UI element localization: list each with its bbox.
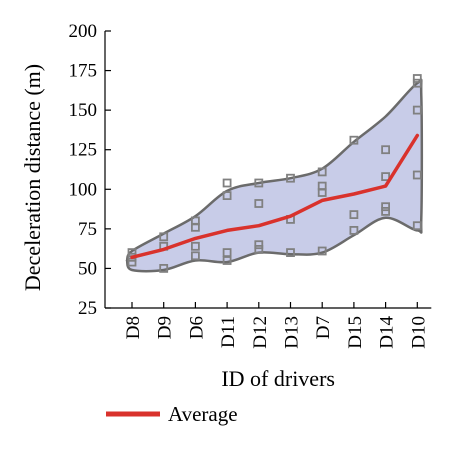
data-point-d10	[412, 78, 422, 88]
range-band	[125, 78, 424, 273]
data-point-d15	[349, 210, 359, 220]
x-axis-title: ID of drivers	[221, 366, 335, 391]
x-tick-label-d15: D15	[345, 316, 366, 349]
y-axis-title: Deceleration distance (m)	[20, 64, 45, 291]
data-point-d15	[349, 135, 359, 145]
data-point-d7	[317, 181, 327, 191]
data-point-d14	[381, 145, 391, 155]
y-ticks: 25 50 75 100 125 150 175 200	[69, 21, 111, 319]
data-point-d11	[222, 178, 232, 188]
data-point-d12	[254, 240, 264, 250]
data-point-d6	[190, 216, 200, 226]
y-axis: 25 50 75 100 125 150 175 200 Deceleration dista…	[20, 21, 111, 319]
data-point-d10	[412, 221, 422, 231]
data-point-d10	[412, 105, 422, 115]
data-point-d14	[381, 172, 391, 182]
x-tick-label-d6: D6	[186, 316, 207, 339]
legend-label-average: Average	[168, 402, 238, 426]
legend: Average	[106, 402, 238, 426]
y-tick-label: 25	[78, 298, 97, 319]
data-point-d13	[286, 248, 295, 258]
data-point-d10	[412, 170, 422, 180]
data-point-d6	[190, 251, 200, 261]
x-ticks: D8 D9 D6 D11 D12 D13 D7 D15 D14 D10	[123, 302, 429, 349]
data-markers	[127, 74, 422, 273]
y-tick-label: 50	[78, 258, 97, 279]
x-axis: D8 D9 D6 D11 D12 D13 D7 D15 D14 D10 ID of drivers	[105, 302, 432, 391]
x-tick-label-d14: D14	[377, 316, 398, 349]
data-point-d14	[381, 202, 391, 212]
x-tick-label-d11: D11	[218, 316, 239, 348]
data-point-d9	[159, 263, 169, 273]
data-point-d11	[222, 248, 232, 258]
y-tick-label: 200	[69, 21, 98, 42]
data-point-d14	[381, 206, 391, 216]
data-point-d13	[286, 173, 295, 183]
x-tick-label-d12: D12	[250, 316, 271, 349]
data-point-d12	[254, 244, 264, 254]
average-line	[130, 133, 420, 260]
plot-area	[125, 74, 424, 273]
data-point-d12	[254, 178, 264, 188]
y-tick-label: 175	[69, 61, 98, 82]
x-tick-label-d8: D8	[123, 316, 144, 339]
x-tick-label-d10: D10	[408, 316, 429, 349]
data-point-d9	[159, 232, 169, 242]
data-point-d15	[349, 225, 359, 235]
y-tick-label: 125	[69, 140, 98, 161]
data-point-d10	[412, 74, 422, 83]
y-tick-label: 100	[69, 179, 98, 200]
data-point-d7	[317, 246, 327, 256]
x-tick-label-d7: D7	[313, 316, 334, 339]
data-point-d6	[190, 241, 200, 251]
data-point-d12	[254, 199, 264, 208]
data-point-d11	[222, 191, 232, 201]
x-tick-label-d9: D9	[155, 316, 176, 339]
data-point-d7	[317, 167, 327, 177]
y-tick-label: 75	[78, 219, 97, 240]
y-tick-label: 150	[69, 100, 98, 121]
x-tick-label-d13: D13	[282, 316, 303, 349]
